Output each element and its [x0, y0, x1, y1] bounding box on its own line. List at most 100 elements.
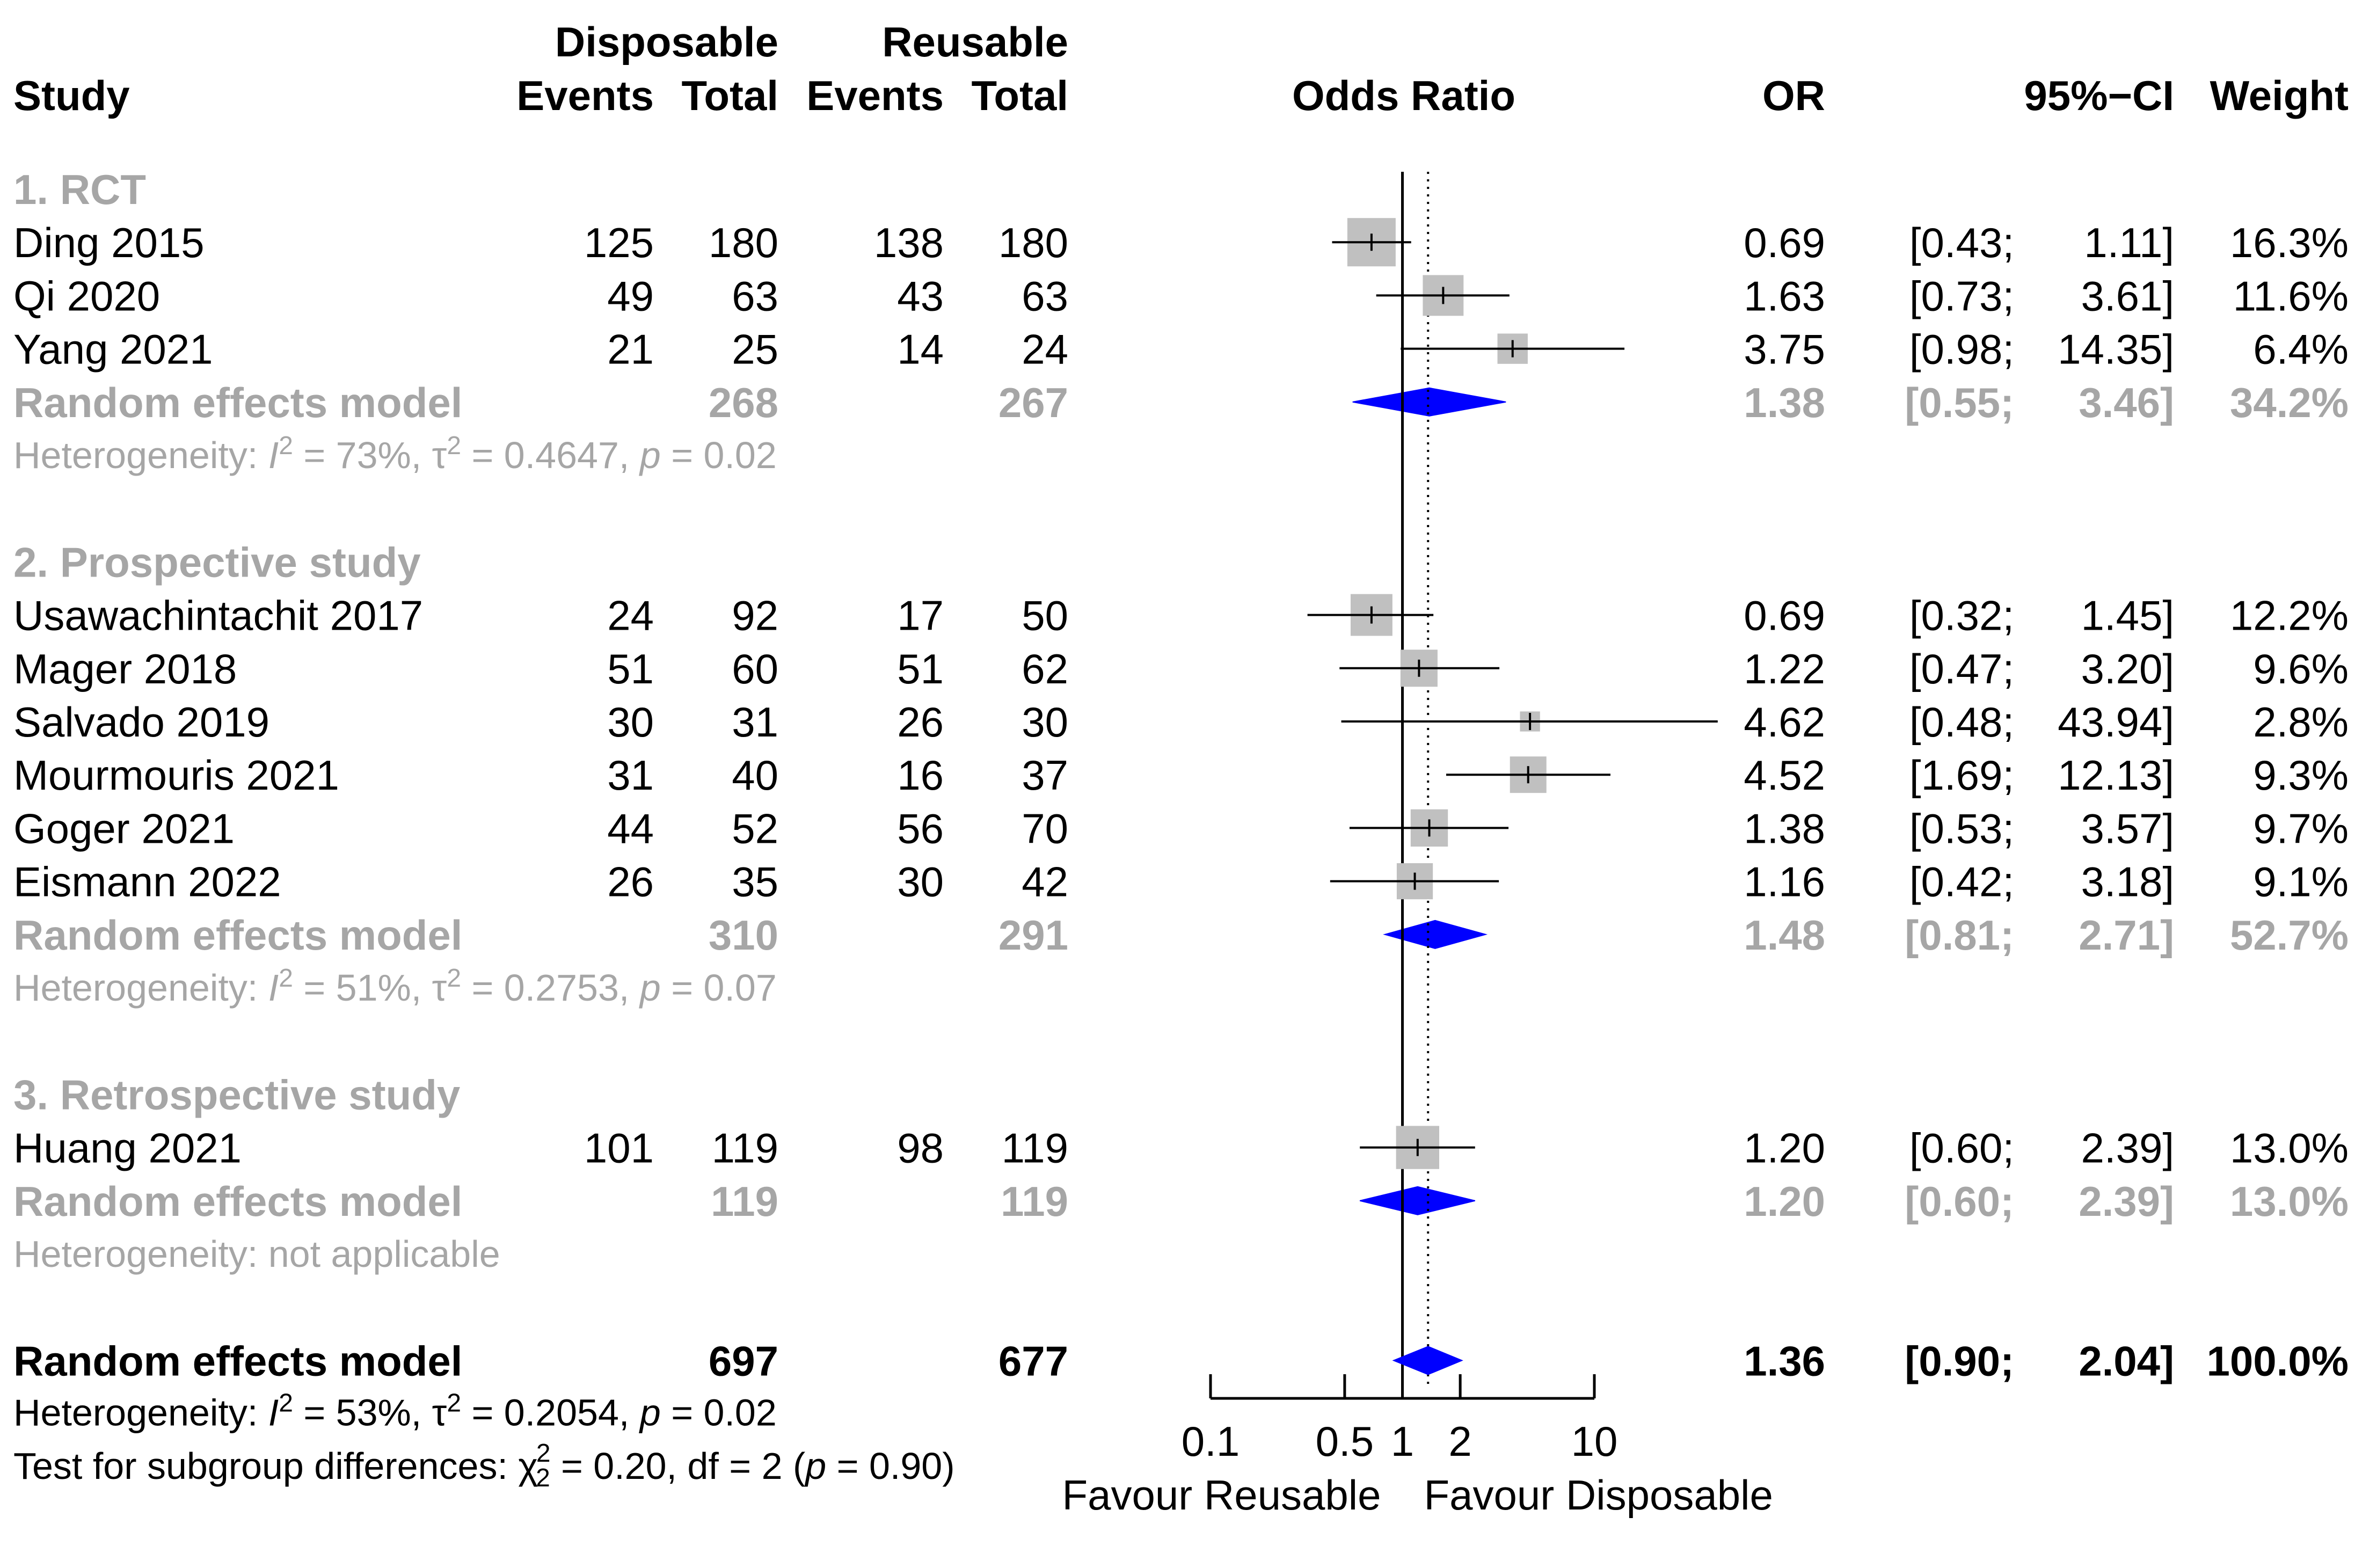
het-i-value: = 51%, τ [293, 967, 447, 1009]
study-ci-lower: [0.98; [1909, 326, 2014, 373]
subgroup-model-ci-upper: 2.71] [2079, 911, 2174, 959]
study-or: 4.52 [1744, 752, 1825, 799]
study-name: Yang 2021 [13, 326, 213, 373]
disposable-total: 35 [732, 858, 778, 906]
study-name: Goger 2021 [13, 805, 235, 852]
header-ci: 95%−CI [2024, 72, 2174, 119]
reusable-total: 70 [1022, 805, 1068, 852]
het-i-sup: 2 [279, 432, 293, 460]
disposable-events: 24 [607, 592, 654, 639]
disposable-total: 119 [712, 1125, 778, 1172]
reusable-events: 98 [897, 1125, 944, 1172]
disposable-total: 92 [732, 592, 778, 639]
reusable-total: 42 [1022, 858, 1068, 906]
study-ci-upper: 1.11] [2084, 219, 2174, 266]
overall-model-ci-lower: [0.90; [1905, 1337, 2014, 1384]
subgroup-test-tail: = 0.90) [826, 1445, 954, 1487]
disposable-events: 30 [607, 698, 654, 746]
reusable-events: 43 [897, 272, 944, 319]
subgroup-title: 1. RCT [13, 166, 146, 213]
axis-tick-label: 10 [1571, 1418, 1618, 1465]
het-p-value: = 0.02 [661, 1392, 777, 1434]
study-or: 4.62 [1744, 698, 1825, 746]
study-ci-lower: [0.47; [1909, 645, 2014, 692]
study-name: Huang 2021 [13, 1125, 242, 1172]
subgroup-model-ci-lower: [0.60; [1905, 1178, 2014, 1225]
disposable-total: 180 [709, 219, 778, 266]
overall-heterogeneity: Heterogeneity: I2 = 53%, τ2 = 0.2054, p … [13, 1389, 777, 1434]
study-weight: 6.4% [2253, 326, 2349, 373]
het-prefix: Heterogeneity: [13, 1392, 268, 1434]
study-ci-lower: [0.48; [1909, 698, 2014, 746]
disposable-events: 21 [607, 326, 654, 373]
subgroup-diamond [1352, 387, 1506, 417]
study-ci-lower: [0.60; [1909, 1125, 2014, 1172]
subgroup-model-or: 1.20 [1744, 1178, 1825, 1225]
header-disposable-events: Events [516, 72, 654, 119]
study-or: 3.75 [1744, 326, 1825, 373]
het-p-value: = 0.07 [661, 967, 777, 1009]
disposable-events: 49 [607, 272, 654, 319]
subgroup-model-ci-lower: [0.81; [1905, 911, 2014, 959]
disposable-total: 60 [732, 645, 778, 692]
subgroup-test-sup: 2 [536, 1439, 551, 1468]
axis-tick-label: 0.5 [1316, 1418, 1374, 1465]
reusable-events: 17 [897, 592, 944, 639]
subgroup-test-prefix: Test for subgroup differences: χ [13, 1445, 538, 1487]
study-ci-upper: 12.13] [2058, 752, 2174, 799]
het-tau-sup: 2 [447, 1389, 461, 1417]
study-or: 1.16 [1744, 858, 1825, 906]
het-i-value: = 53%, τ [293, 1392, 447, 1434]
disposable-events: 44 [607, 805, 654, 852]
study-ci-upper: 3.61] [2081, 272, 2174, 319]
het-i-sup: 2 [279, 1389, 293, 1417]
header-disposable-total: Total [681, 72, 778, 119]
study-ci-lower: [1.69; [1909, 752, 2014, 799]
reusable-total: 37 [1022, 752, 1068, 799]
study-ci-lower: [0.53; [1909, 805, 2014, 852]
het-i-sup: 2 [279, 964, 293, 993]
study-weight: 9.6% [2253, 645, 2349, 692]
het-prefix: Heterogeneity: [13, 967, 268, 1009]
study-name: Ding 2015 [13, 219, 205, 266]
subgroup-model-weight: 34.2% [2230, 379, 2349, 426]
reusable-total: 63 [1022, 272, 1068, 319]
overall-reusable-total: 677 [998, 1337, 1068, 1384]
study-ci-lower: [0.32; [1909, 592, 2014, 639]
reusable-events: 26 [897, 698, 944, 746]
study-ci-upper: 3.20] [2081, 645, 2174, 692]
subgroup-diamond [1359, 1186, 1476, 1215]
het-prefix: Heterogeneity: [13, 434, 268, 476]
het-i: I [268, 967, 279, 1009]
study-weight: 16.3% [2230, 219, 2349, 266]
study-ci-upper: 1.45] [2081, 592, 2174, 639]
subgroup-reusable-total: 267 [998, 379, 1068, 426]
subgroup-disposable-total: 310 [709, 911, 778, 959]
subgroup-reusable-total: 119 [1001, 1178, 1068, 1225]
study-weight: 11.6% [2233, 272, 2349, 319]
study-ci-upper: 14.35] [2058, 326, 2174, 373]
subgroup-heterogeneity: Heterogeneity: not applicable [13, 1233, 500, 1275]
subgroup-title: 3. Retrospective study [13, 1071, 460, 1118]
reusable-events: 138 [874, 219, 944, 266]
het-tau-value: = 0.4647, [461, 434, 640, 476]
study-ci-lower: [0.42; [1909, 858, 2014, 906]
subgroup-heterogeneity: Heterogeneity: I2 = 51%, τ2 = 0.2753, p … [13, 964, 777, 1009]
overall-diamond [1392, 1346, 1463, 1375]
study-or: 1.22 [1744, 645, 1825, 692]
axis-left-label: Favour Reusable [1062, 1471, 1381, 1519]
het-p: p [639, 967, 661, 1009]
study-weight: 9.1% [2253, 858, 2349, 906]
reusable-total: 50 [1022, 592, 1068, 639]
subgroup-model-label: Random effects model [13, 1178, 462, 1225]
reusable-events: 16 [897, 752, 944, 799]
subgroup-model-ci-lower: [0.55; [1905, 379, 2014, 426]
study-or: 1.63 [1744, 272, 1825, 319]
study-ci-lower: [0.43; [1909, 219, 2014, 266]
disposable-total: 40 [732, 752, 778, 799]
disposable-events: 31 [607, 752, 654, 799]
study-name: Salvado 2019 [13, 698, 269, 746]
study-name: Mourmouris 2021 [13, 752, 339, 799]
